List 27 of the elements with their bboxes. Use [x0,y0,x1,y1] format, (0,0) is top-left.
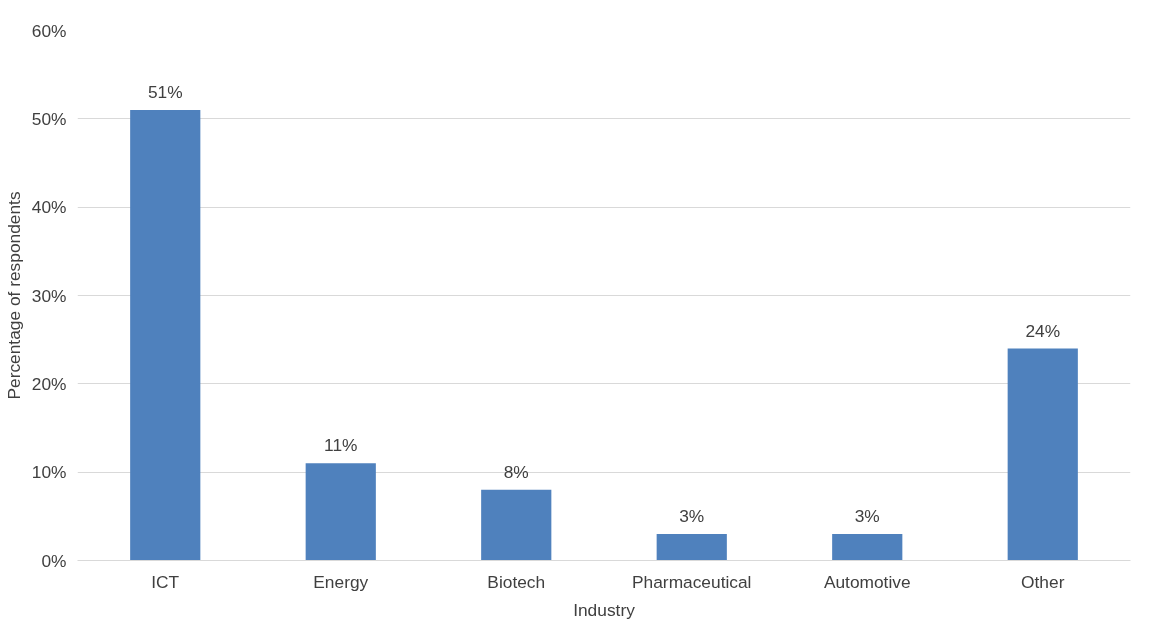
y-tick-label: 20% [31,373,67,394]
y-axis-title: Percentage of respondents [3,191,24,400]
bar [130,110,201,561]
bar [481,489,552,561]
x-tick-label: Energy [313,571,369,592]
data-label: 24% [1025,320,1061,341]
bar [656,534,727,561]
data-label: 8% [503,461,529,482]
y-tick-label: 40% [31,197,67,218]
y-tick-label: 60% [31,20,67,41]
data-label: 3% [854,506,880,526]
bar [832,534,903,561]
x-tick-label: Biotech [487,571,546,592]
x-tick-label: ICT [151,571,180,592]
data-label: 51% [147,82,183,102]
data-label: 11% [324,435,358,456]
y-tick-label: 30% [31,285,67,306]
bar [1007,348,1078,561]
data-label: 3% [679,506,705,526]
x-axis-title: Industry [573,599,636,620]
y-tick-label: 50% [31,108,67,129]
y-tick-label: 10% [31,462,67,483]
y-tick-label: 0% [41,550,67,571]
bar [305,463,376,561]
x-tick-label: Pharmaceutical [632,571,752,592]
x-tick-label: Other [1021,571,1065,592]
x-tick-label: Automotive [823,571,911,592]
